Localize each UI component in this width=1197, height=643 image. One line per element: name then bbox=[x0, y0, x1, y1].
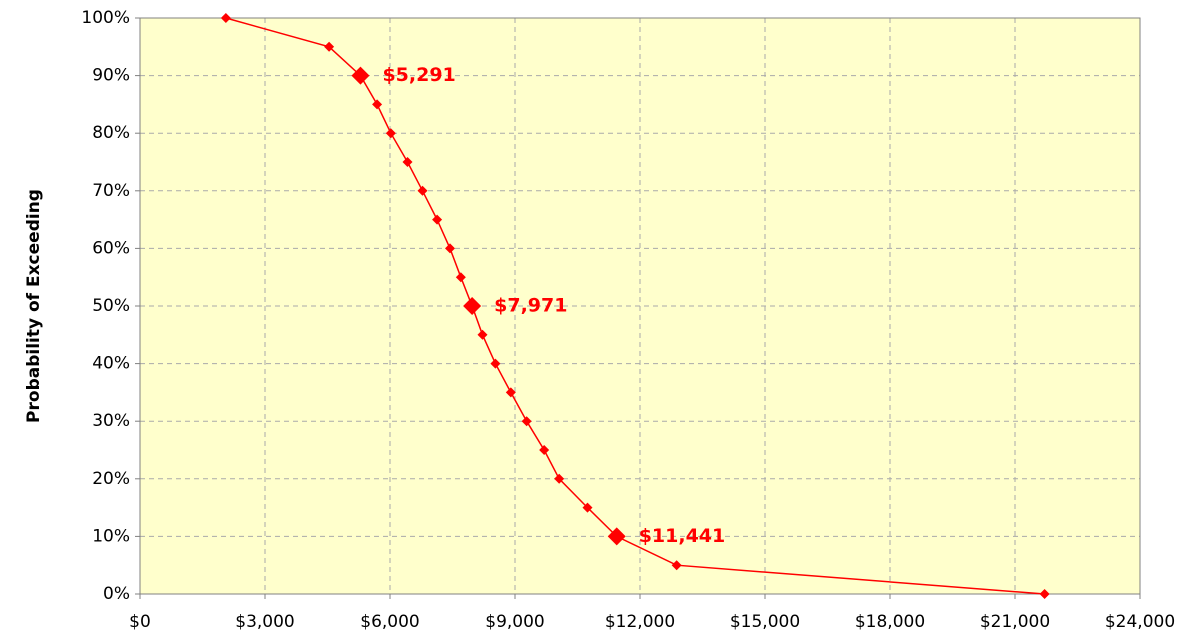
y-tick-label: 30% bbox=[92, 411, 130, 431]
y-tick-label: 80% bbox=[92, 123, 130, 143]
x-tick-label: $6,000 bbox=[360, 612, 419, 632]
point-marker bbox=[1039, 589, 1050, 599]
point-marker bbox=[402, 157, 413, 167]
y-tick-label: 20% bbox=[92, 469, 130, 489]
point-marker bbox=[417, 185, 428, 196]
point-marker bbox=[372, 99, 383, 110]
point-marker bbox=[505, 387, 516, 398]
point-marker bbox=[220, 13, 231, 23]
point-marker bbox=[324, 41, 335, 52]
y-tick-label: 10% bbox=[92, 526, 130, 546]
point-marker bbox=[671, 560, 682, 571]
point-marker bbox=[432, 214, 443, 225]
x-tick-label: $9,000 bbox=[485, 612, 544, 632]
x-tick-label: $21,000 bbox=[980, 612, 1050, 632]
x-tick-label: $12,000 bbox=[605, 612, 675, 632]
point-marker bbox=[490, 358, 501, 369]
y-tick-label: 40% bbox=[92, 354, 130, 374]
point-marker bbox=[582, 502, 593, 513]
annotation-marker bbox=[607, 527, 626, 546]
annotation-label: $7,971 bbox=[494, 295, 567, 317]
x-tick-label: $15,000 bbox=[730, 612, 800, 632]
point-marker bbox=[554, 473, 565, 484]
point-marker bbox=[445, 243, 455, 254]
x-tick-label: $3,000 bbox=[235, 612, 294, 632]
y-tick-label: 50% bbox=[92, 296, 130, 316]
annotation-marker bbox=[351, 66, 370, 85]
y-tick-label: 0% bbox=[103, 584, 130, 604]
annotation-marker bbox=[463, 297, 482, 315]
y-tick-label: 70% bbox=[92, 181, 130, 201]
point-marker bbox=[385, 128, 396, 139]
plot-frame bbox=[139, 17, 1141, 595]
annotation-label: $5,291 bbox=[382, 64, 455, 86]
x-tick-label: $18,000 bbox=[855, 612, 925, 632]
point-marker bbox=[477, 329, 488, 340]
point-marker bbox=[455, 272, 466, 283]
y-axis-label: Probability of Exceeding bbox=[24, 189, 44, 423]
y-tick-label: 100% bbox=[81, 8, 130, 28]
x-tick-label: $0 bbox=[129, 612, 151, 632]
annotation-label: $11,441 bbox=[639, 525, 726, 547]
x-tick-label: $24,000 bbox=[1105, 612, 1175, 632]
y-tick-label: 90% bbox=[92, 66, 130, 86]
point-marker bbox=[521, 416, 532, 427]
y-tick-label: 60% bbox=[92, 238, 130, 258]
point-marker bbox=[539, 445, 550, 455]
